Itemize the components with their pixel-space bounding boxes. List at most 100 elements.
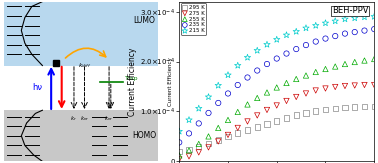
235 K bbox=[322, 37, 328, 40]
215 K bbox=[352, 17, 358, 19]
Text: $k_r$: $k_r$ bbox=[70, 114, 77, 123]
255 K bbox=[235, 111, 241, 113]
295 K bbox=[235, 132, 241, 134]
275 K bbox=[371, 84, 377, 86]
275 K bbox=[293, 96, 299, 98]
235 K bbox=[206, 112, 212, 114]
235 K bbox=[313, 40, 319, 43]
215 K bbox=[313, 24, 319, 27]
295 K bbox=[313, 110, 319, 112]
255 K bbox=[254, 97, 260, 99]
295 K bbox=[293, 114, 299, 116]
295 K bbox=[245, 129, 251, 131]
255 K bbox=[303, 74, 309, 77]
235 K bbox=[196, 122, 202, 125]
295 K bbox=[176, 150, 182, 153]
Text: $k_{nr}$: $k_{nr}$ bbox=[80, 114, 89, 123]
255 K bbox=[176, 154, 182, 157]
235 K bbox=[264, 63, 270, 65]
295 K bbox=[206, 142, 212, 145]
275 K bbox=[264, 109, 270, 111]
295 K bbox=[215, 139, 221, 141]
295 K bbox=[196, 145, 202, 148]
295 K bbox=[361, 105, 367, 108]
235 K bbox=[342, 32, 348, 35]
235 K bbox=[352, 31, 358, 33]
215 K bbox=[225, 74, 231, 76]
275 K bbox=[206, 146, 212, 149]
235 K bbox=[235, 84, 241, 86]
215 K bbox=[254, 49, 260, 52]
255 K bbox=[284, 82, 290, 84]
Bar bbox=[4, 2, 158, 66]
215 K bbox=[206, 96, 212, 98]
255 K bbox=[206, 135, 212, 138]
295 K bbox=[371, 105, 377, 108]
295 K bbox=[322, 108, 328, 111]
295 K bbox=[186, 148, 192, 151]
235 K bbox=[215, 102, 221, 104]
255 K bbox=[196, 143, 202, 145]
275 K bbox=[235, 127, 241, 129]
255 K bbox=[371, 58, 377, 60]
275 K bbox=[176, 158, 182, 161]
235 K bbox=[176, 141, 182, 144]
215 K bbox=[332, 20, 338, 22]
255 K bbox=[361, 59, 367, 62]
Text: $k_{diff}$: $k_{diff}$ bbox=[78, 61, 91, 70]
275 K bbox=[322, 87, 328, 90]
255 K bbox=[313, 71, 319, 73]
215 K bbox=[303, 27, 309, 29]
Text: Trap: Trap bbox=[125, 76, 138, 81]
215 K bbox=[245, 56, 251, 59]
Text: HOMO: HOMO bbox=[132, 131, 156, 140]
275 K bbox=[342, 85, 348, 87]
235 K bbox=[186, 132, 192, 135]
235 K bbox=[225, 92, 231, 95]
Text: LUMO: LUMO bbox=[133, 16, 155, 25]
235 K bbox=[361, 29, 367, 32]
215 K bbox=[215, 84, 221, 87]
255 K bbox=[264, 91, 270, 94]
215 K bbox=[274, 38, 280, 41]
275 K bbox=[254, 114, 260, 117]
295 K bbox=[303, 112, 309, 114]
255 K bbox=[245, 103, 251, 106]
295 K bbox=[264, 123, 270, 125]
295 K bbox=[352, 106, 358, 108]
295 K bbox=[225, 135, 231, 138]
295 K bbox=[274, 120, 280, 122]
Text: BEH-PPV: BEH-PPV bbox=[332, 6, 369, 15]
215 K bbox=[322, 22, 328, 24]
235 K bbox=[245, 76, 251, 79]
275 K bbox=[245, 120, 251, 123]
Legend: 295 K, 275 K, 255 K, 235 K, 215 K: 295 K, 275 K, 255 K, 235 K, 215 K bbox=[181, 3, 206, 35]
255 K bbox=[342, 63, 348, 65]
275 K bbox=[225, 134, 231, 136]
255 K bbox=[293, 78, 299, 80]
275 K bbox=[352, 84, 358, 87]
215 K bbox=[284, 34, 290, 36]
Text: Current Efficiency: Current Efficiency bbox=[168, 57, 173, 106]
255 K bbox=[186, 149, 192, 152]
275 K bbox=[284, 100, 290, 102]
Text: $k_{nr}$: $k_{nr}$ bbox=[104, 114, 114, 123]
235 K bbox=[303, 44, 309, 46]
235 K bbox=[254, 69, 260, 72]
255 K bbox=[274, 86, 280, 89]
275 K bbox=[303, 92, 309, 95]
255 K bbox=[225, 119, 231, 121]
255 K bbox=[215, 127, 221, 129]
215 K bbox=[235, 64, 241, 67]
Text: hν: hν bbox=[32, 83, 42, 92]
295 K bbox=[254, 126, 260, 128]
Bar bbox=[4, 66, 158, 110]
275 K bbox=[215, 140, 221, 143]
235 K bbox=[284, 52, 290, 55]
275 K bbox=[274, 104, 280, 107]
275 K bbox=[313, 89, 319, 92]
215 K bbox=[342, 18, 348, 20]
235 K bbox=[371, 28, 377, 30]
275 K bbox=[332, 86, 338, 88]
255 K bbox=[332, 65, 338, 68]
